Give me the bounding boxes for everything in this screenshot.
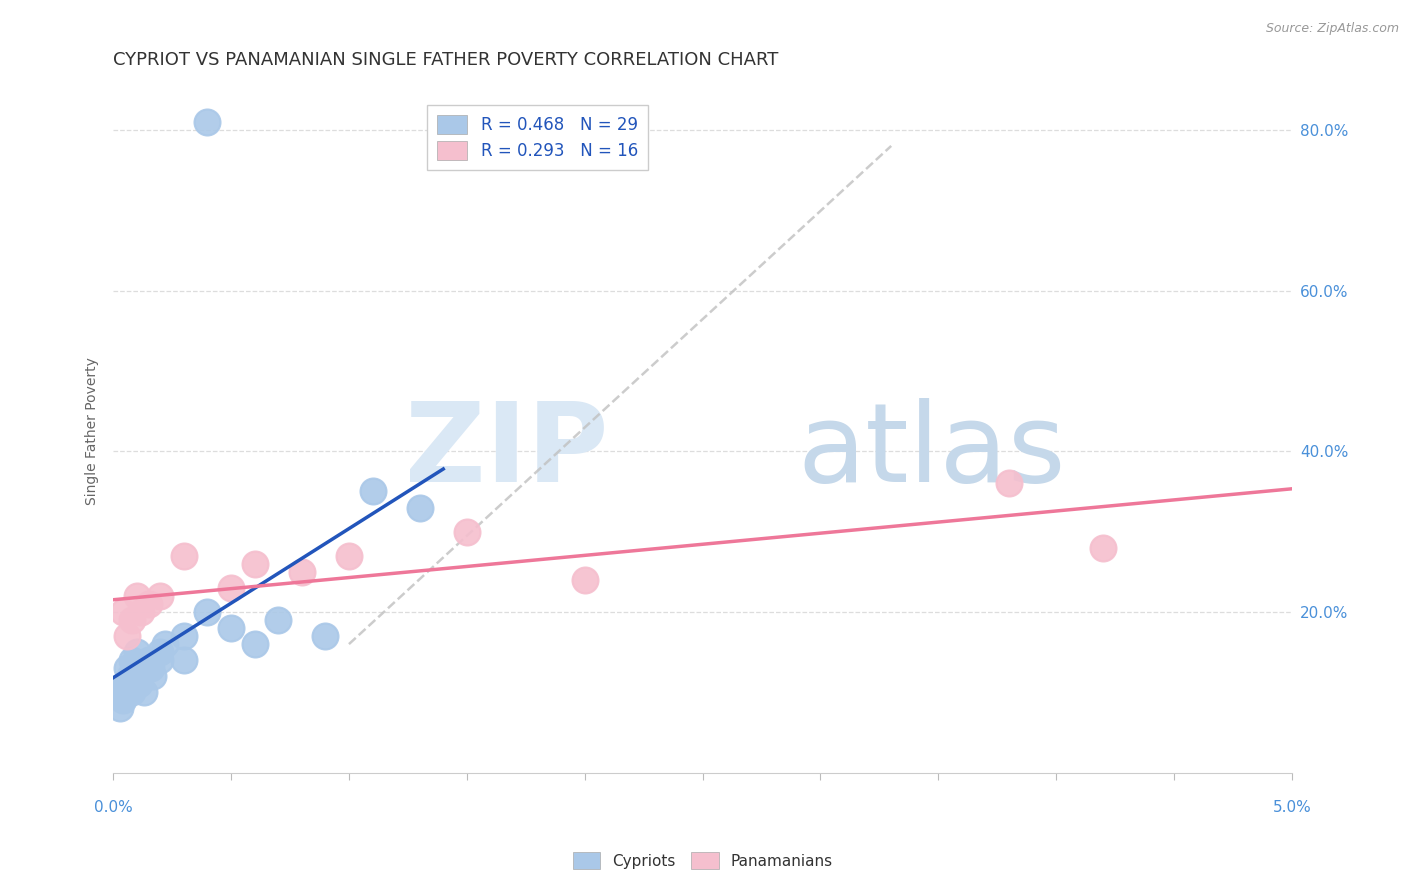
Point xyxy=(173,549,195,563)
Point xyxy=(219,621,242,635)
Point xyxy=(117,629,139,643)
Point xyxy=(138,653,160,667)
Point xyxy=(173,653,195,667)
Point xyxy=(1092,541,1115,555)
Point xyxy=(998,476,1021,491)
Point xyxy=(118,669,141,683)
Point xyxy=(110,701,132,715)
Point xyxy=(337,549,360,563)
Legend: R = 0.468   N = 29, R = 0.293   N = 16: R = 0.468 N = 29, R = 0.293 N = 16 xyxy=(427,105,648,170)
Point xyxy=(173,629,195,643)
Point xyxy=(267,613,290,627)
Point xyxy=(107,685,129,699)
Text: atlas: atlas xyxy=(797,398,1066,505)
Point xyxy=(243,637,266,651)
Point xyxy=(125,645,148,659)
Legend: Cypriots, Panamanians: Cypriots, Panamanians xyxy=(567,846,839,875)
Point xyxy=(149,589,172,603)
Point xyxy=(291,565,314,579)
Point xyxy=(149,653,172,667)
Point xyxy=(111,605,134,619)
Point xyxy=(121,613,143,627)
Point xyxy=(114,677,136,691)
Point xyxy=(131,661,153,675)
Point xyxy=(361,484,384,499)
Point xyxy=(125,589,148,603)
Point xyxy=(139,661,162,675)
Y-axis label: Single Father Poverty: Single Father Poverty xyxy=(86,357,100,505)
Point xyxy=(142,669,165,683)
Point xyxy=(456,524,478,539)
Point xyxy=(197,115,219,129)
Text: 0.0%: 0.0% xyxy=(94,799,132,814)
Point xyxy=(125,669,148,683)
Point xyxy=(153,637,176,651)
Point xyxy=(128,677,150,691)
Point xyxy=(121,653,143,667)
Point xyxy=(138,597,160,611)
Point xyxy=(117,661,139,675)
Point xyxy=(574,573,596,587)
Point xyxy=(132,685,155,699)
Text: Source: ZipAtlas.com: Source: ZipAtlas.com xyxy=(1265,22,1399,36)
Point xyxy=(131,605,153,619)
Text: ZIP: ZIP xyxy=(405,398,609,505)
Point xyxy=(149,645,172,659)
Text: 5.0%: 5.0% xyxy=(1272,799,1312,814)
Point xyxy=(121,685,143,699)
Point xyxy=(408,500,430,515)
Text: CYPRIOT VS PANAMANIAN SINGLE FATHER POVERTY CORRELATION CHART: CYPRIOT VS PANAMANIAN SINGLE FATHER POVE… xyxy=(114,51,779,69)
Point xyxy=(243,557,266,571)
Point xyxy=(219,581,242,595)
Point xyxy=(197,605,219,619)
Point xyxy=(314,629,336,643)
Point xyxy=(111,693,134,707)
